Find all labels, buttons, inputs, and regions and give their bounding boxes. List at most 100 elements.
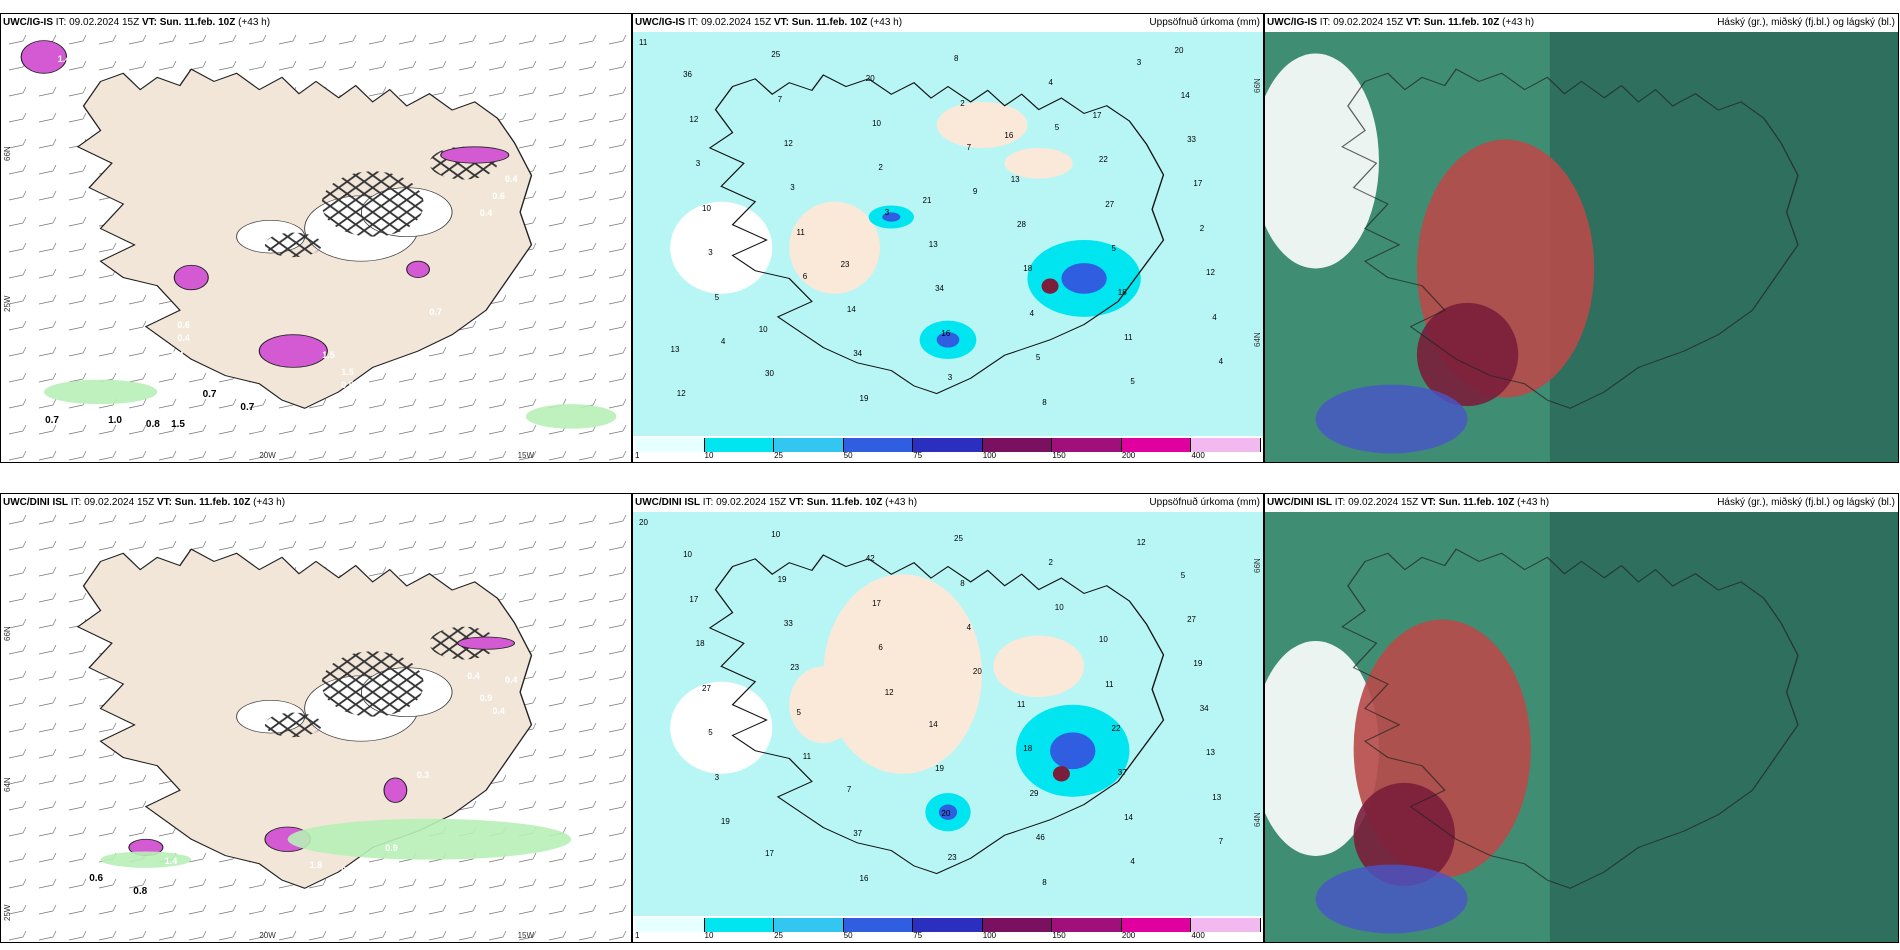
wind-barb — [518, 424, 537, 435]
precip-value: 42 — [865, 554, 875, 564]
wind-barb — [458, 566, 477, 577]
wind-barb — [98, 774, 117, 785]
precip-value: 29 — [1029, 788, 1039, 798]
precip-value: 23 — [840, 260, 850, 270]
precip-value: 10 — [872, 118, 881, 128]
panel-ig-clouds: UWC/IG-IS IT: 09.02.2024 15Z VT: Sun. 11… — [1264, 13, 1899, 463]
wind-barb — [38, 696, 57, 707]
wind-barb — [518, 618, 537, 629]
rain-area — [100, 851, 192, 868]
low-precip-area — [823, 574, 983, 774]
wind-barb — [98, 540, 117, 551]
precip-value: 3 — [884, 207, 890, 217]
wind-barb — [548, 450, 567, 461]
wind-barb — [548, 878, 567, 889]
precip-value: 25 — [771, 50, 781, 60]
lat-label: 25W — [3, 904, 12, 921]
wind-barb — [128, 346, 147, 357]
precip-value: 5 — [1180, 570, 1186, 580]
precip-type-map — [8, 514, 627, 941]
valid-time-label: VT: — [141, 17, 157, 28]
wind-barb — [578, 800, 597, 811]
wind-barb — [608, 774, 627, 785]
wind-barb — [578, 540, 597, 551]
precip-cell — [440, 146, 510, 164]
lat-label: 64N — [1253, 332, 1262, 348]
wind-barb — [128, 540, 147, 551]
precip-value: 20 — [1174, 46, 1184, 56]
wind-barb — [8, 424, 27, 435]
colorbar-cell — [635, 438, 705, 452]
wind-barb — [38, 346, 57, 357]
precip-value: 19 — [1193, 659, 1203, 669]
wind-barb — [368, 34, 387, 45]
precip-value: 1.5 — [341, 367, 354, 378]
map-area: 66N 64N 20 20 19 10 11 12 12 7 4 3 2 5 4 6 13 8 5 8 23 14 17 13… — [633, 512, 1263, 942]
colorbar-label: 100 — [982, 451, 997, 460]
colorbar-label: 1 — [635, 451, 640, 460]
wind-barb — [218, 930, 237, 941]
precip-value: 37 — [853, 829, 863, 839]
wind-barb — [128, 320, 147, 331]
wind-barb — [68, 514, 87, 525]
precip-value: 0.2 — [177, 847, 190, 858]
wind-barb — [488, 800, 507, 811]
wind-barb — [488, 60, 507, 71]
init-time: IT: 09.02.2024 15Z — [68, 497, 157, 508]
colorbar-label: 25 — [774, 451, 784, 460]
wind-barb — [158, 540, 177, 551]
precip-value: 34 — [853, 349, 863, 359]
wind-barb — [68, 86, 87, 97]
wind-barb — [248, 424, 267, 435]
precip-value: 22 — [1098, 155, 1108, 165]
valid-time-value: Sun. 11.feb. 10Z — [788, 17, 868, 28]
wind-barb — [548, 268, 567, 279]
wind-barb — [608, 164, 627, 175]
wind-barb — [368, 540, 387, 551]
wind-barb — [278, 930, 297, 941]
colorbar-label: 75 — [913, 451, 923, 460]
precip-value: 0.5 — [341, 380, 354, 391]
wind-barb — [608, 618, 627, 629]
iceland-outline — [1341, 68, 1799, 409]
colorbar-label: 200 — [1121, 451, 1136, 460]
wind-barb — [38, 774, 57, 785]
wind-barb — [518, 852, 537, 863]
precip-value: 8 — [1042, 397, 1047, 407]
lead-time: (+43 h) — [1514, 497, 1550, 508]
wind-barb — [8, 592, 27, 603]
wind-barb — [428, 424, 447, 435]
precip-value: 12 — [689, 114, 699, 124]
wind-barb — [68, 34, 87, 45]
mixed-precip-area — [321, 171, 424, 237]
mixed-precip-area — [264, 232, 322, 258]
wind-barb — [518, 592, 537, 603]
colorbar-label: 50 — [843, 451, 853, 460]
wind-barb — [548, 320, 567, 331]
precip-value: 14 — [846, 304, 856, 314]
precip-value: 0.7 — [202, 388, 217, 400]
wind-barb — [308, 398, 327, 409]
precip-value: 12 — [783, 139, 793, 148]
wind-barb — [458, 398, 477, 409]
wind-barb — [608, 190, 627, 201]
colorbar: 1 10 25 50 75 100 150 200 400 — [633, 436, 1263, 462]
wind-barb — [548, 190, 567, 201]
wind-barb — [608, 644, 627, 655]
colorbar-cell — [1052, 918, 1122, 932]
wind-barb — [128, 930, 147, 941]
wind-barb — [428, 60, 447, 71]
colorbar-cell — [913, 918, 983, 932]
wind-barb — [278, 60, 297, 71]
wind-barb — [308, 60, 327, 71]
wind-barb — [548, 852, 567, 863]
wind-barb — [68, 644, 87, 655]
valid-time-label: VT: — [773, 17, 789, 28]
wind-barb — [578, 878, 597, 889]
lon-label: 20W — [259, 931, 276, 940]
wind-barb — [518, 320, 537, 331]
wind-barb — [518, 514, 537, 525]
wind-barb — [488, 450, 507, 461]
colorbar-label: 200 — [1121, 931, 1136, 940]
precip-value: 16 — [859, 873, 869, 883]
